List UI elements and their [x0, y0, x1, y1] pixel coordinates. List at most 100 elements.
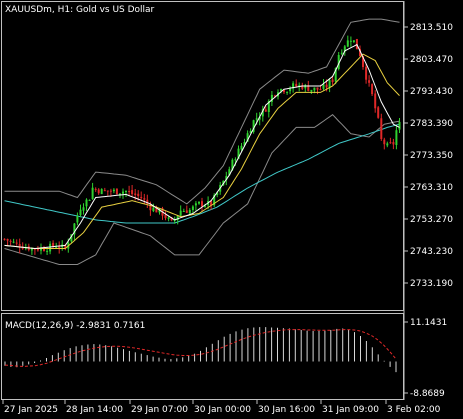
bear-candle [201, 201, 203, 207]
bull-candle [267, 101, 270, 112]
chart-title: XAUUSDm, H1: Gold vs US Dollar [5, 5, 155, 15]
bear-candle [383, 139, 386, 145]
bear-candle [264, 109, 267, 112]
time-tick-label: 30 Jan 16:00 [258, 405, 315, 415]
bear-candle [18, 244, 21, 248]
bear-candle [134, 193, 137, 195]
bear-candle [106, 190, 109, 192]
bull-candle [176, 215, 179, 221]
price-tick-label: 2753.270 [410, 215, 453, 225]
bollinger-lower-line [4, 114, 400, 265]
price-tick-label: 2793.430 [410, 87, 453, 97]
price-panel[interactable]: XAUUSDm, H1: Gold vs US Dollar [1, 1, 404, 311]
bull-candle [216, 192, 219, 195]
bull-candle [343, 46, 346, 52]
macd-tick-label: 11.1431 [410, 318, 447, 328]
macd-tick-label: -8.8689 [410, 389, 445, 399]
bear-candle [374, 93, 377, 109]
price-tick-label: 2763.310 [410, 183, 453, 193]
price-tick-label: 2733.190 [410, 279, 453, 289]
time-axis: 27 Jan 2025 28 Jan 14:00 29 Jan 07:00 30 Ja… [2, 400, 441, 415]
bull-candle [46, 250, 49, 252]
bull-candle [12, 241, 15, 243]
bull-candle [349, 40, 352, 42]
bear-candle [371, 84, 374, 95]
bull-candle [198, 201, 200, 204]
macd-plot [4, 327, 397, 373]
bear-candle [325, 84, 328, 88]
bear-candle [33, 248, 36, 250]
bear-candle [331, 79, 334, 82]
bull-candle [231, 159, 234, 170]
bull-candle [213, 195, 216, 206]
moving-average-long-line [4, 123, 400, 224]
bull-candle [119, 193, 121, 195]
bear-candle [316, 87, 319, 90]
bear-candle [58, 246, 61, 248]
time-tick-label: 29 Jan 07:00 [131, 405, 188, 415]
bear-candle [359, 49, 361, 56]
bear-candle [140, 197, 143, 198]
bear-candle [392, 142, 395, 145]
price-tick-label: 2813.510 [410, 23, 453, 33]
price-plot [3, 18, 401, 265]
bull-candle [182, 211, 185, 212]
bull-candle [352, 40, 355, 42]
time-tick-label: 27 Jan 2025 [4, 405, 58, 415]
bull-candle [179, 210, 182, 216]
bull-candle [228, 169, 231, 176]
bull-candle [280, 89, 282, 92]
bear-candle [273, 95, 276, 97]
price-axis: 2813.510 2803.470 2793.430 2783.390 2773.350… [403, 1, 453, 400]
bear-candle [283, 89, 285, 93]
bull-candle [386, 143, 389, 146]
bull-candle [40, 247, 42, 251]
bull-candle [82, 207, 85, 211]
bull-candle [237, 148, 240, 159]
price-tick-label: 2803.470 [410, 55, 453, 65]
bull-candle [191, 206, 194, 210]
bull-candle [79, 209, 82, 216]
bollinger-upper-line [4, 18, 400, 205]
bear-candle [143, 198, 146, 200]
bear-candle [21, 247, 24, 249]
bear-candle [9, 240, 12, 242]
bull-candle [243, 142, 246, 146]
bear-candle [15, 242, 18, 244]
bull-candle [55, 247, 58, 248]
bear-candle [103, 190, 106, 192]
moving-average-fast-line [4, 43, 400, 250]
bull-candle [188, 210, 191, 214]
bear-candle [389, 142, 392, 144]
bull-candle [255, 118, 258, 120]
bear-candle [149, 204, 152, 211]
time-tick-label: 3 Feb 02:00 [387, 405, 441, 415]
bull-candle [340, 52, 343, 54]
bear-candle [301, 85, 304, 89]
bull-candle [234, 159, 237, 161]
bear-candle [6, 239, 9, 241]
bull-candle [395, 130, 398, 145]
macd-panel[interactable]: MACD(12,26,9) -2.9831 0.7161 [1, 313, 404, 400]
bull-candle [49, 243, 52, 252]
bull-candle [337, 55, 340, 69]
macd-signal-line [4, 329, 397, 368]
bear-candle [295, 83, 298, 87]
bull-candle [70, 234, 73, 242]
bear-candle [36, 248, 39, 251]
bull-candle [270, 94, 273, 102]
bear-candle [210, 200, 213, 206]
macd-title: MACD(12,26,9) -2.9831 0.7161 [5, 321, 145, 331]
bull-candle [346, 40, 349, 47]
bull-candle [225, 176, 228, 180]
time-tick-label: 28 Jan 14:00 [66, 405, 123, 415]
bear-candle [52, 242, 55, 247]
bull-candle [246, 133, 249, 142]
bear-candle [97, 189, 100, 194]
bear-candle [164, 214, 167, 219]
moving-average-slow-line [4, 53, 400, 249]
bear-candle [319, 89, 322, 91]
bull-candle [204, 205, 206, 207]
